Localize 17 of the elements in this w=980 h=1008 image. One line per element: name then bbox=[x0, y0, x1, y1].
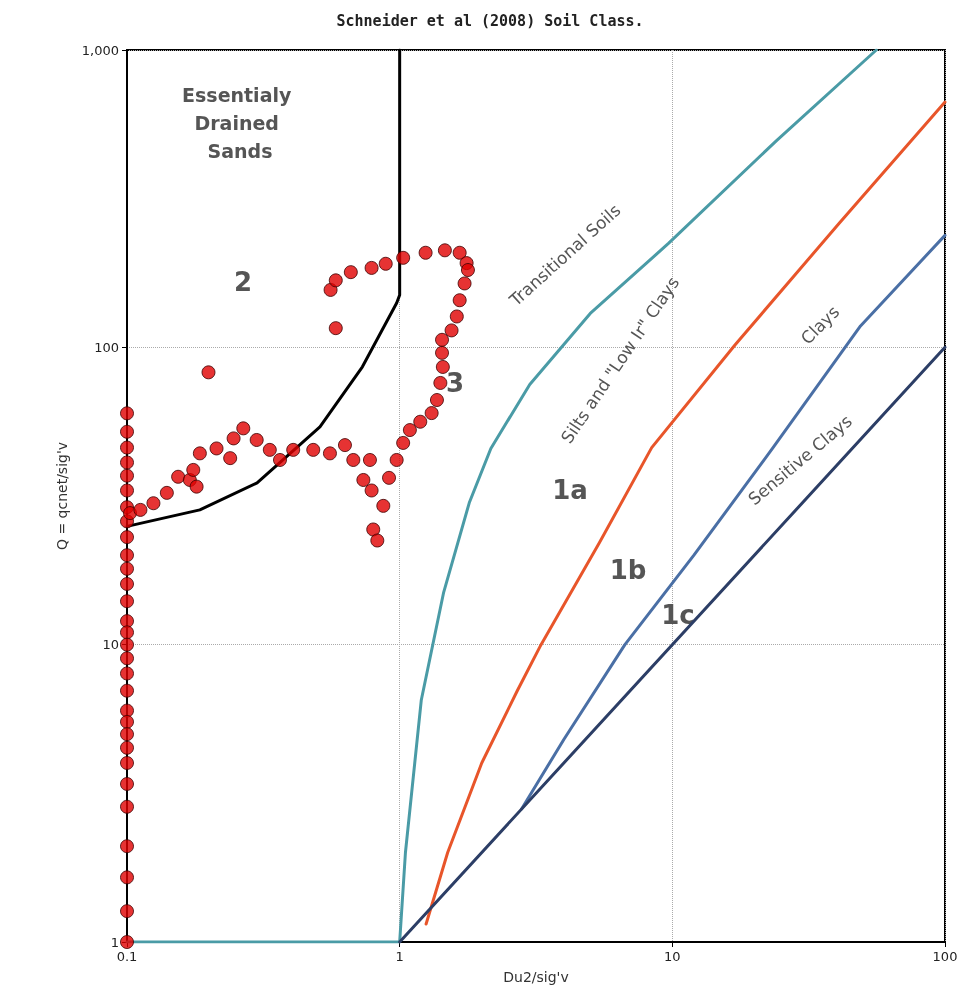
x-tick-label: 1 bbox=[395, 949, 404, 964]
annotation: 1c bbox=[661, 600, 695, 630]
x-axis-title: Du2/sig'v bbox=[503, 969, 569, 985]
annotation: Essentialy Drained Sands bbox=[182, 84, 298, 162]
y-axis-title: Q = qcnet/sig'v bbox=[54, 441, 70, 551]
x-tick-label: 10 bbox=[664, 949, 681, 964]
y-tick-label: 10 bbox=[102, 637, 119, 653]
y-tick-label: 1 bbox=[110, 934, 119, 950]
annotation: 1b bbox=[609, 555, 647, 585]
annotation: 3 bbox=[445, 368, 465, 398]
annotation: 1a bbox=[552, 475, 588, 505]
y-tick-label: 1,000 bbox=[81, 42, 119, 58]
annotation: 2 bbox=[233, 267, 253, 297]
chart-title: Schneider et al (2008) Soil Class. bbox=[336, 11, 644, 30]
y-tick-label: 100 bbox=[94, 339, 119, 355]
x-tick-label: 0.1 bbox=[116, 949, 138, 964]
x-tick-label: 100 bbox=[932, 949, 958, 964]
